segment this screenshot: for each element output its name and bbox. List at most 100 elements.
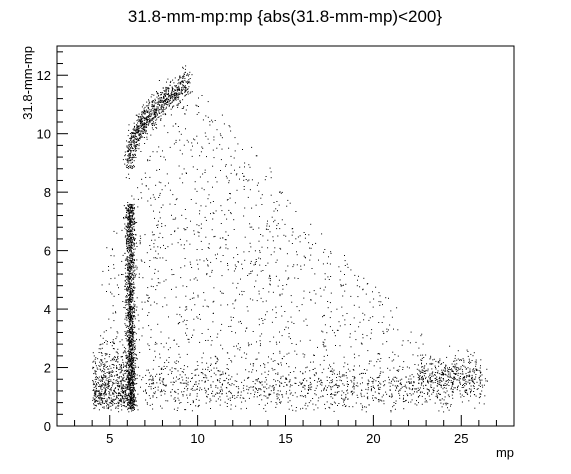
scatter-point xyxy=(137,314,139,316)
scatter-point xyxy=(108,377,110,378)
scatter-point xyxy=(394,408,396,410)
scatter-point xyxy=(135,138,137,139)
scatter-point xyxy=(110,374,112,376)
scatter-point xyxy=(261,333,263,335)
scatter-point xyxy=(108,283,110,285)
scatter-point xyxy=(126,389,128,390)
scatter-point xyxy=(228,147,230,149)
scatter-point xyxy=(304,378,306,380)
scatter-point xyxy=(129,281,131,283)
scatter-point xyxy=(183,168,185,170)
scatter-point xyxy=(403,395,405,397)
scatter-point xyxy=(205,340,207,341)
scatter-point xyxy=(146,119,148,121)
scatter-point xyxy=(390,411,392,413)
scatter-point xyxy=(131,380,133,382)
scatter-point xyxy=(103,407,105,409)
scatter-point xyxy=(131,210,133,212)
scatter-point xyxy=(263,390,265,392)
scatter-point xyxy=(388,379,390,381)
scatter-point xyxy=(110,387,112,389)
scatter-point xyxy=(137,144,139,145)
scatter-point xyxy=(131,406,133,408)
scatter-point xyxy=(148,325,150,327)
scatter-point xyxy=(163,96,165,98)
scatter-point xyxy=(217,253,218,255)
scatter-point xyxy=(129,251,131,253)
scatter-point xyxy=(125,390,127,392)
scatter-point xyxy=(255,379,257,381)
scatter-point xyxy=(125,300,127,302)
scatter-point xyxy=(100,397,102,399)
scatter-point xyxy=(128,294,130,296)
scatter-point xyxy=(427,381,429,383)
scatter-point xyxy=(131,261,133,263)
scatter-point xyxy=(159,211,161,213)
scatter-point xyxy=(132,326,134,328)
scatter-point xyxy=(461,373,463,375)
scatter-point xyxy=(126,332,128,334)
scatter-point xyxy=(102,362,104,364)
scatter-point xyxy=(148,115,149,117)
scatter-point xyxy=(120,399,122,401)
scatter-point xyxy=(131,137,133,139)
scatter-point xyxy=(189,71,191,73)
scatter-point xyxy=(284,329,286,331)
scatter-point xyxy=(160,107,162,109)
scatter-point xyxy=(344,290,346,292)
scatter-point xyxy=(177,126,179,127)
scatter-point xyxy=(127,260,129,262)
scatter-point xyxy=(220,399,222,401)
scatter-point xyxy=(213,236,215,238)
scatter-point xyxy=(199,389,200,391)
scatter-point xyxy=(141,260,143,262)
scatter-point xyxy=(280,401,282,403)
scatter-point xyxy=(332,371,334,373)
scatter-point xyxy=(353,377,355,379)
scatter-point xyxy=(156,109,158,111)
scatter-point xyxy=(127,340,129,342)
scatter-point xyxy=(164,248,166,249)
scatter-point xyxy=(123,351,125,353)
scatter-point xyxy=(462,378,464,380)
scatter-point xyxy=(127,385,129,387)
scatter-point xyxy=(129,148,131,150)
scatter-point xyxy=(134,243,136,245)
scatter-point xyxy=(342,398,344,400)
scatter-point xyxy=(134,126,135,128)
scatter-point xyxy=(100,363,102,365)
scatter-point xyxy=(107,380,109,381)
scatter-point xyxy=(105,354,107,356)
scatter-point xyxy=(131,391,132,393)
scatter-point xyxy=(130,397,132,398)
scatter-point xyxy=(397,355,399,357)
scatter-point xyxy=(166,359,168,361)
scatter-point xyxy=(117,388,119,390)
scatter-point xyxy=(128,318,130,320)
scatter-point xyxy=(233,257,235,259)
scatter-point xyxy=(132,390,134,392)
scatter-point xyxy=(140,118,142,120)
scatter-point xyxy=(403,397,404,399)
scatter-point xyxy=(178,85,180,87)
scatter-point xyxy=(231,383,233,385)
scatter-point xyxy=(258,240,260,242)
scatter-point xyxy=(182,77,184,79)
scatter-point xyxy=(423,378,424,380)
scatter-point xyxy=(178,88,180,90)
scatter-point xyxy=(163,384,165,386)
scatter-point xyxy=(173,143,175,145)
scatter-point xyxy=(187,397,188,399)
scatter-point xyxy=(153,392,155,394)
scatter-point xyxy=(149,116,151,118)
scatter-point xyxy=(136,268,138,270)
scatter-point xyxy=(184,68,186,70)
scatter-point xyxy=(148,99,149,101)
scatter-point xyxy=(128,271,130,273)
scatter-point xyxy=(205,205,207,207)
scatter-point xyxy=(326,332,328,334)
scatter-point xyxy=(185,90,187,91)
scatter-point xyxy=(126,158,128,160)
scatter-point xyxy=(321,372,323,374)
scatter-point xyxy=(129,205,131,207)
